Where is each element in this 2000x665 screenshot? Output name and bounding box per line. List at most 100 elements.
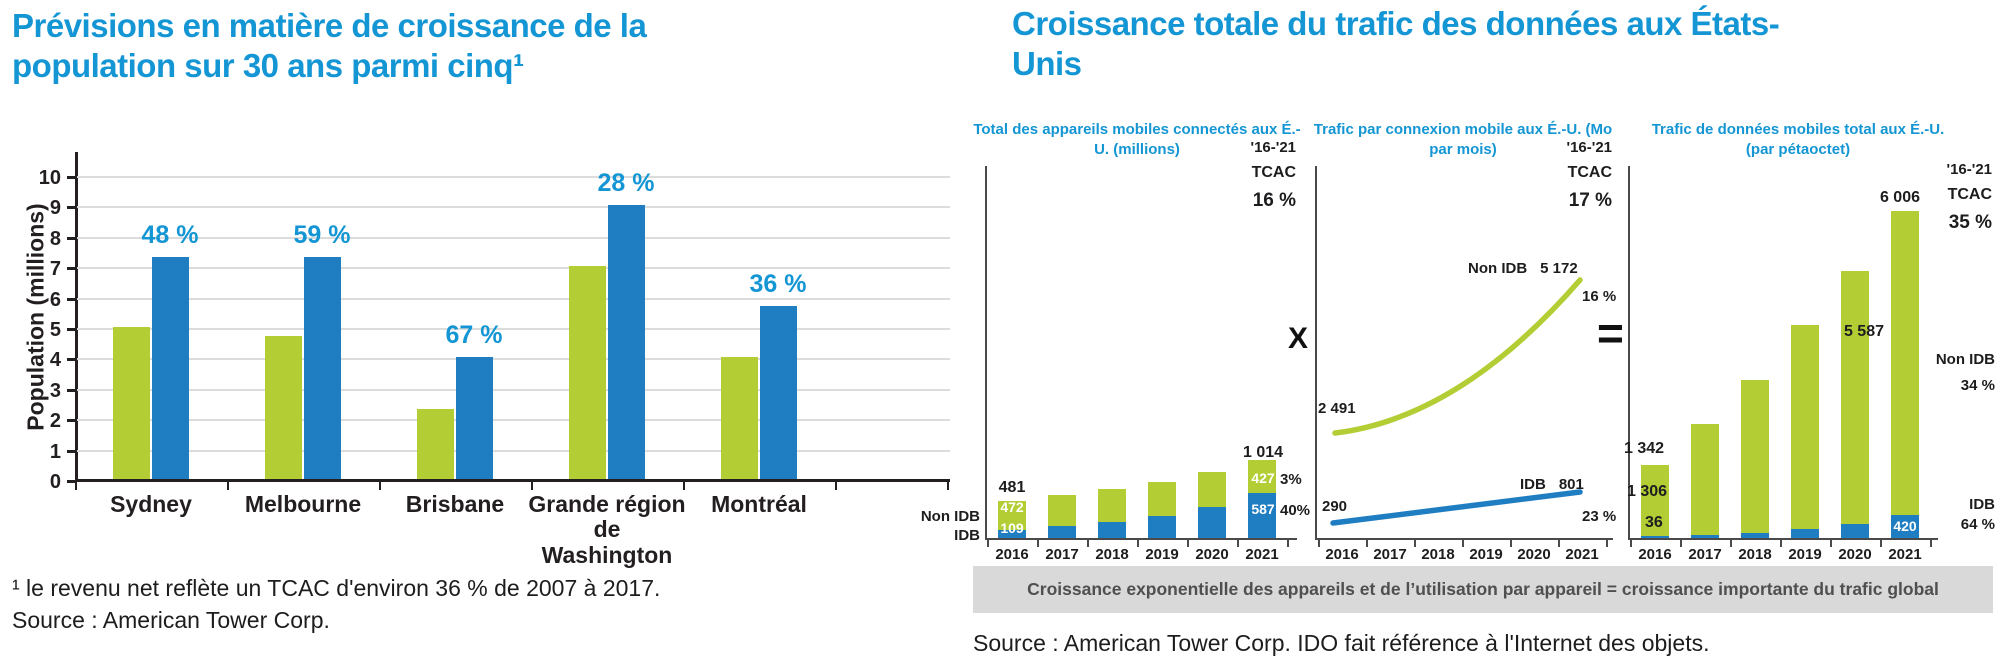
x-tick-mark xyxy=(227,482,229,490)
x-tick-mark xyxy=(1462,540,1464,547)
bar-blue-3 xyxy=(608,205,645,479)
bar-green-1 xyxy=(265,336,302,479)
stack-green-2020 xyxy=(1841,270,1869,524)
growth-pct-label: 59 % xyxy=(293,221,351,250)
traffic-2021-idb-label: 420 xyxy=(1893,518,1917,534)
bar-blue-4 xyxy=(760,305,797,479)
stack-green-2017 xyxy=(1048,495,1076,527)
stack-green-2019 xyxy=(1148,482,1176,516)
gridline xyxy=(77,236,950,239)
stack-blue-2017 xyxy=(1048,526,1076,538)
x-tick-mark xyxy=(1558,540,1560,547)
total-traffic-tcac-value: 35 % xyxy=(1948,212,1992,233)
devices-axis-legend-nonidb: Non IDB xyxy=(920,508,980,525)
stack-green-2021 xyxy=(1248,459,1276,493)
connection-idb-end-group: IDB 801 xyxy=(1520,476,1584,493)
connection-y-axis xyxy=(1315,166,1317,540)
bar-blue-2 xyxy=(456,357,493,479)
x-tick-mark xyxy=(379,482,381,490)
bar-green-0 xyxy=(113,327,150,479)
gridline xyxy=(77,358,950,361)
x-tick-mark xyxy=(531,482,533,490)
year-label: 2018 xyxy=(1738,546,1772,563)
devices-tcac-label: TCAC xyxy=(1251,164,1296,181)
y-tick-label: 0 xyxy=(49,471,61,493)
right-chart-title: Croissance totale du trafic des données … xyxy=(1012,5,1780,83)
y-tick-label: 1 xyxy=(49,440,61,463)
gridline xyxy=(77,267,950,270)
y-tick-label: 7 xyxy=(49,258,61,281)
y-tick-label: 9 xyxy=(49,197,61,220)
stack-green-2019 xyxy=(1791,325,1819,530)
x-tick-mark xyxy=(75,482,77,490)
year-label: 2016 xyxy=(1638,546,1672,563)
gridline xyxy=(77,449,950,452)
bar-green-3 xyxy=(569,266,606,479)
connection-tcac-block: '16-'21 TCAC 17 % xyxy=(1506,136,1613,216)
traffic-2016-idb-label: 36 xyxy=(1645,514,1663,531)
bar-blue-0 xyxy=(152,257,189,479)
total-traffic-chart-title: Trafic de données mobiles total aux É.-U… xyxy=(1651,121,1945,158)
x-tick-mark xyxy=(1287,540,1289,547)
y-tick-label: 2 xyxy=(49,410,61,433)
left-chart-title: Prévisions en matière de croissance de l… xyxy=(12,7,647,85)
year-label: 2021 xyxy=(1565,546,1599,563)
x-tick-mark xyxy=(1680,540,1682,547)
traffic-2016-nonidb-label: 1 306 xyxy=(1627,483,1668,500)
gridline xyxy=(77,328,950,330)
year-label: 2019 xyxy=(1469,546,1503,563)
y-tick-mark xyxy=(67,297,75,301)
connection-tcac-range: '16-'21 xyxy=(1566,139,1613,156)
summary-banner: Croissance exponentielle des appareils e… xyxy=(973,566,1993,613)
y-tick-mark xyxy=(67,388,75,392)
gridline xyxy=(77,297,950,300)
devices-idb-pct-label: 40% xyxy=(1280,502,1311,519)
y-tick-mark xyxy=(67,419,75,423)
stack-blue-2020 xyxy=(1198,507,1226,538)
stack-green-2018 xyxy=(1741,379,1769,533)
devices-2021-total-label: 1 014 xyxy=(1242,444,1284,461)
stack-green-2016 xyxy=(998,500,1026,530)
connection-nonidb-end-label: 5 172 xyxy=(1540,260,1578,277)
total-traffic-tcac-range: '16-'21 xyxy=(1946,161,1993,178)
year-label: 2019 xyxy=(1145,546,1179,563)
connection-nonidb-name: Non IDB xyxy=(1468,260,1528,277)
x-tick-mark xyxy=(1830,540,1832,547)
stack-green-2017 xyxy=(1691,423,1719,535)
devices-2021-nonidb-label: 427 xyxy=(1251,470,1275,486)
stack-green-2021 xyxy=(1891,210,1919,516)
traffic-idb-pct: 64 % xyxy=(1960,516,1995,533)
stack-blue-2021 xyxy=(1248,492,1276,538)
y-tick-mark xyxy=(67,449,75,453)
connection-tcac-value: 17 % xyxy=(1568,190,1612,211)
population-y-axis xyxy=(75,152,78,482)
stack-blue-2017 xyxy=(1691,534,1719,538)
devices-2016-nonidb-label: 472 xyxy=(1000,499,1024,515)
x-tick-mark xyxy=(1087,540,1089,547)
x-tick-mark xyxy=(1318,540,1320,547)
connection-line-svg xyxy=(1330,277,1583,526)
growth-pct-label: 48 % xyxy=(141,221,199,250)
y-tick-mark xyxy=(67,236,75,240)
x-tick-mark xyxy=(1780,540,1782,547)
non-idb-line xyxy=(1332,277,1583,436)
y-tick-mark xyxy=(67,480,75,483)
growth-pct-label: 28 % xyxy=(597,169,655,198)
connection-nonidb-end-group: Non IDB 5 172 xyxy=(1468,260,1578,277)
stack-blue-2016 xyxy=(1641,536,1669,538)
stack-blue-2018 xyxy=(1741,532,1769,538)
traffic-nonidb-pct: 34 % xyxy=(1960,377,1995,394)
x-tick-mark xyxy=(1187,540,1189,547)
x-tick-mark xyxy=(835,482,837,490)
x-tick-mark xyxy=(1237,540,1239,547)
traffic-nonidb-name: Non IDB xyxy=(1935,351,1995,368)
connection-nonidb-start-label: 2 491 xyxy=(1318,400,1356,417)
equals-operator: = xyxy=(1597,307,1624,359)
x-tick-mark xyxy=(1037,540,1039,547)
x-category-label: Brisbane xyxy=(405,491,505,517)
connection-idb-start-label: 290 xyxy=(1322,498,1348,515)
y-tick-label: 3 xyxy=(49,379,61,402)
year-label: 2017 xyxy=(1688,546,1722,563)
x-tick-mark xyxy=(683,482,685,490)
